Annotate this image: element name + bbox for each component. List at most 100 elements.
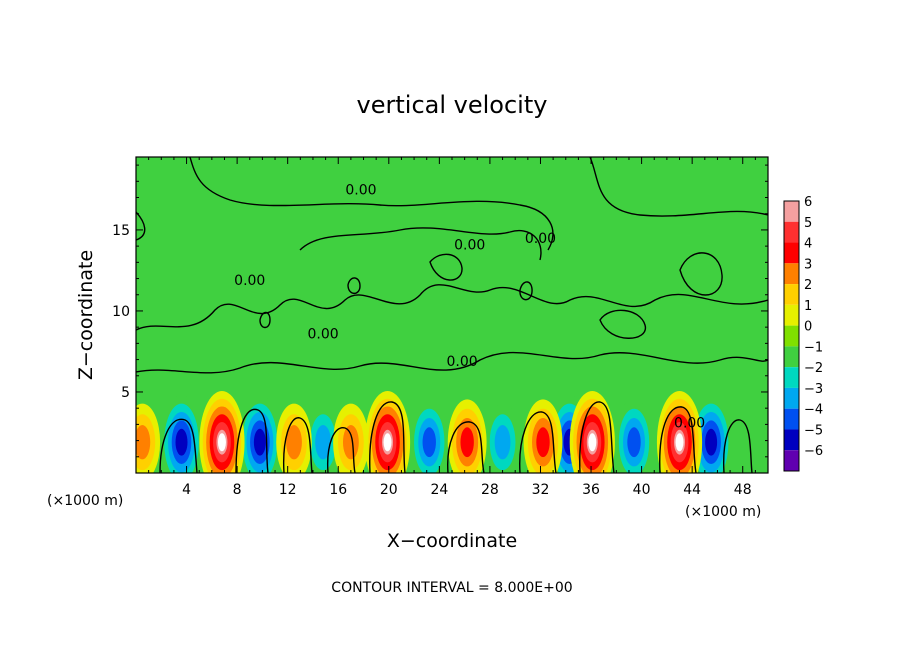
colorbar-label: −1 xyxy=(804,340,823,355)
x-tick-label: 28 xyxy=(481,482,499,498)
contour-line xyxy=(579,401,615,473)
colorbar-swatch xyxy=(784,284,799,305)
colorbar-label: −3 xyxy=(804,382,823,397)
colorbar-swatch xyxy=(784,325,799,347)
updraft-core xyxy=(588,433,597,452)
contour-line xyxy=(259,311,271,329)
contour-label: 0.00 xyxy=(674,416,705,432)
contour-line xyxy=(282,417,313,473)
downdraft-cell xyxy=(627,427,641,458)
contour-line xyxy=(659,406,697,473)
colorbar-swatch xyxy=(784,242,799,264)
contour-line xyxy=(369,401,406,473)
zero-contours xyxy=(136,157,768,473)
contour-interval-note: CONTOUR INTERVAL = 8.000E+00 xyxy=(331,580,572,596)
contour-line xyxy=(159,418,198,473)
colorbar-swatch xyxy=(784,408,799,430)
updraft-cell xyxy=(536,427,550,458)
contour-line xyxy=(429,253,463,281)
x-tick-label: 32 xyxy=(532,482,550,498)
colorbar-label: 1 xyxy=(804,299,812,314)
x-tick-label: 40 xyxy=(633,482,651,498)
colorbar-swatch xyxy=(784,367,799,388)
contour-line xyxy=(327,427,356,473)
contour-line xyxy=(519,411,557,473)
contour-labels: 0.00 0.00 0.00 0.00 0.00 0.00 0.00 xyxy=(234,182,705,431)
x-unit-left: (×1000 m) xyxy=(47,493,123,509)
colorbar-label: −4 xyxy=(804,403,823,418)
downdraft-cell xyxy=(705,428,718,456)
colorbar-label: −2 xyxy=(804,361,823,376)
updraft-core xyxy=(383,433,392,452)
contour-line xyxy=(189,157,554,251)
downdraft-cell xyxy=(175,428,188,456)
contour-label: 0.00 xyxy=(234,273,265,289)
contour-line xyxy=(299,227,542,261)
x-tick-label: 16 xyxy=(329,482,347,498)
downdraft-cell xyxy=(315,425,331,460)
contour-line xyxy=(589,157,768,217)
downdraft-cell xyxy=(253,428,266,456)
x-tick-label: 20 xyxy=(380,482,398,498)
contour-line xyxy=(447,421,485,473)
x-tick-label: 36 xyxy=(582,482,600,498)
x-tick-label: 4 xyxy=(182,482,191,498)
contour-line xyxy=(519,281,533,301)
colorbar-label: 0 xyxy=(804,320,812,335)
contour-line xyxy=(347,277,361,295)
colorbar-frame xyxy=(783,200,800,472)
contour-label: 0.00 xyxy=(525,231,556,247)
contour-label: 0.00 xyxy=(454,237,485,253)
contour-line xyxy=(235,408,269,473)
y-tick-label: 10 xyxy=(112,304,130,320)
x-axis-label: X−coordinate xyxy=(387,530,517,552)
contour-line xyxy=(136,351,768,374)
downdraft-cell xyxy=(422,427,436,458)
contour-line xyxy=(599,309,646,339)
x-unit-right: (×1000 m) xyxy=(685,504,761,520)
colorbar-label: 2 xyxy=(804,278,812,293)
y-axis-label: Z−coordinate xyxy=(75,250,97,380)
colorbar-swatch xyxy=(784,387,799,409)
colorbar-swatch xyxy=(784,346,799,368)
y-axis-ticks: 5 10 15 xyxy=(112,164,768,458)
x-tick-label: 8 xyxy=(233,482,242,498)
x-tick-label: 48 xyxy=(734,482,752,498)
contour-label: 0.00 xyxy=(307,326,338,342)
y-tick-label: 15 xyxy=(112,223,130,239)
contour-line xyxy=(679,252,723,296)
colorbar-swatch xyxy=(784,201,799,222)
colorbar-label: 3 xyxy=(804,257,812,272)
x-axis-ticks: 4 8 12 16 20 24 28 32 36 40 44 48 xyxy=(148,157,756,498)
x-tick-label: 24 xyxy=(430,482,448,498)
colorbar-swatch xyxy=(784,263,799,285)
colorbar-label: 4 xyxy=(804,237,812,252)
updraft-cell xyxy=(286,425,302,460)
chart-title: vertical velocity xyxy=(357,91,548,119)
colorbar-swatch xyxy=(784,429,799,451)
colorbar-swatch xyxy=(784,304,799,326)
x-tick-label: 12 xyxy=(279,482,297,498)
plot-area: 0.00 0.00 0.00 0.00 0.00 0.00 0.00 xyxy=(135,156,769,474)
colorbar-label: 6 xyxy=(804,195,812,210)
updraft-cell xyxy=(136,425,151,460)
updraft-cell xyxy=(342,425,359,460)
colorbar-swatch xyxy=(784,221,799,243)
colorbar-label: −5 xyxy=(804,423,823,438)
updraft-cell xyxy=(460,427,474,458)
contour-line xyxy=(136,284,768,331)
x-tick-label: 44 xyxy=(683,482,701,498)
contour-line xyxy=(722,419,753,473)
velocity-cells xyxy=(136,391,733,473)
contour-line xyxy=(136,211,146,241)
colorbar-label: −6 xyxy=(804,444,823,459)
updraft-core xyxy=(217,433,226,452)
downdraft-cell xyxy=(494,425,511,460)
colorbar-swatch xyxy=(784,450,799,471)
updraft-core xyxy=(675,433,684,452)
colorbar-label: 5 xyxy=(804,216,812,231)
colorbar: 6 5 4 3 2 1 0 −1 −2 −3 −4 −5 −6 xyxy=(783,195,823,472)
contour-label: 0.00 xyxy=(447,354,478,370)
y-tick-label: 5 xyxy=(121,385,130,401)
